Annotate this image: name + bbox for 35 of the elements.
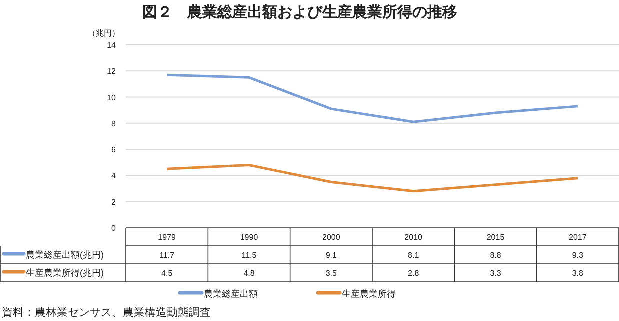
x-tick-label: 2015 [486,233,506,242]
legend-label: 農業総産出額 [204,289,258,299]
y-tick-label: 4 [112,172,117,181]
x-tick-label: 1979 [158,233,177,242]
x-tick-label: 2017 [569,233,588,242]
y-tick-label: 14 [107,41,117,50]
data-label: 3.8 [572,269,584,278]
legend-label: 生産農業所得 [342,289,396,299]
data-label: 4.8 [244,269,256,278]
data-label: 8.8 [490,251,502,260]
data-label: 3.5 [326,269,338,278]
text: 農業総産出額(兆円) [26,250,104,260]
y-tick-label: 12 [107,67,117,76]
y-tick-label: 10 [107,93,117,102]
data-label: 11.5 [242,251,258,260]
x-tick-label: 1990 [240,233,259,242]
data-label: 9.1 [326,251,338,260]
x-tick-label: 2000 [322,233,341,242]
data-label: 4.5 [162,269,174,278]
text: 生産農業所得(兆円) [26,268,104,278]
y-tick-label: 2 [112,198,117,207]
chart-title: 図２ 農業総産出額および生産農業所得の推移 [142,3,458,21]
line-series [166,164,580,193]
y-tick-label: 6 [112,146,117,155]
data-label: 11.7 [160,251,176,260]
y-axis-title: （兆円） [88,29,120,38]
data-label: 3.3 [490,269,502,278]
text: 資料：農林業センサス、農業構造動態調査 [2,306,211,319]
x-tick-label: 2010 [404,233,424,242]
line-series [166,74,580,124]
y-tick-label: 8 [112,119,117,128]
y-tick-label: 0 [112,224,117,233]
data-label: 9.3 [572,251,584,260]
data-label: 8.1 [408,251,420,260]
data-label: 2.8 [408,269,420,278]
